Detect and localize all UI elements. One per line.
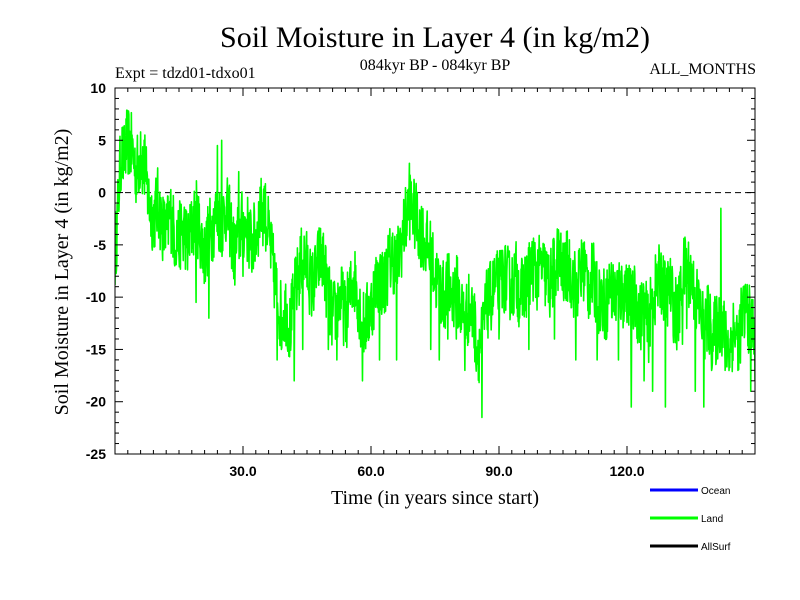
months-label: ALL_MONTHS — [649, 61, 756, 78]
legend: Ocean Land AllSurf — [650, 486, 731, 553]
y-tick-label: -15 — [86, 341, 106, 357]
legend-label-ocean: Ocean — [701, 486, 730, 497]
chart-title: Soil Moisture in Layer 4 (in kg/m2) — [220, 21, 650, 54]
y-tick-label: -25 — [86, 446, 106, 462]
period-label: 084kyr BP - 084kyr BP — [360, 57, 511, 74]
x-tick-label: 60.0 — [357, 463, 384, 479]
x-tick-label: 120.0 — [609, 463, 644, 479]
plot-area — [115, 109, 755, 419]
legend-label-land: Land — [701, 514, 723, 525]
x-tick-label: 30.0 — [229, 463, 256, 479]
y-tick-label: -10 — [86, 289, 106, 305]
x-tick-label: 90.0 — [485, 463, 512, 479]
series-line-land — [115, 109, 755, 419]
x-axis: 30.0 60.0 90.0 120.0 — [127, 88, 743, 479]
x-axis-label: Time (in years since start) — [331, 487, 539, 509]
y-axis-label: Soil Moisture in Layer 4 (in kg/m2) — [51, 129, 73, 416]
experiment-label: Expt = tdzd01-tdxo01 — [115, 65, 256, 82]
legend-label-allsurf: AllSurf — [701, 542, 731, 553]
y-axis: 10 5 0 -5 -10 -15 -20 -25 — [86, 80, 755, 462]
y-tick-label: -20 — [86, 394, 106, 410]
y-tick-label: 5 — [98, 132, 106, 148]
y-tick-label: 10 — [90, 80, 106, 96]
y-tick-label: 0 — [98, 185, 106, 201]
y-tick-label: -5 — [94, 237, 107, 253]
